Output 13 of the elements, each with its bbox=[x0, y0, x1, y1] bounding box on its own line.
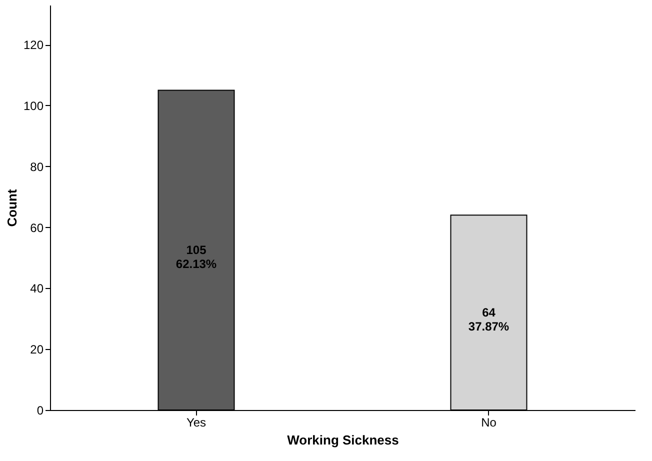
data-label: 105 62.13% bbox=[176, 243, 217, 272]
y-tick-label: 40 bbox=[30, 282, 44, 296]
x-tick-label: Yes bbox=[186, 416, 206, 430]
x-tick-label: No bbox=[481, 416, 497, 430]
x-axis-title: Working Sickness bbox=[287, 432, 399, 448]
data-label: 64 37.87% bbox=[468, 306, 510, 334]
y-tick-label: 0 bbox=[36, 404, 44, 418]
y-tick-label: 60 bbox=[30, 220, 44, 235]
y-tick-label: 120 bbox=[23, 38, 44, 52]
y-tick-label: 80 bbox=[30, 160, 44, 174]
y-tick-label: 20 bbox=[30, 342, 44, 357]
y-axis-title: Count bbox=[4, 188, 20, 227]
y-tick-label: 100 bbox=[23, 98, 44, 113]
